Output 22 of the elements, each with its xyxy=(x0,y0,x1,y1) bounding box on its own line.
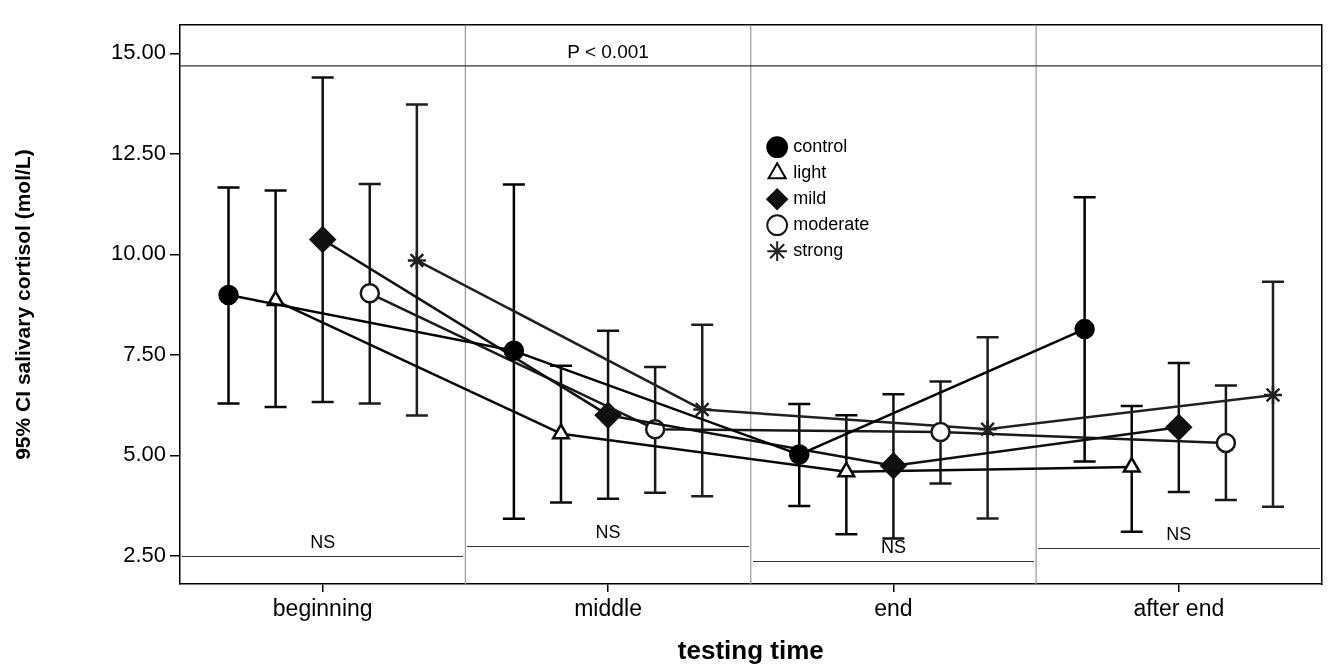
x-tick-label: beginning xyxy=(272,595,373,622)
y-tick-label: 7.50 xyxy=(123,340,166,366)
legend-label: strong xyxy=(793,240,844,261)
y-tick-label: 5.00 xyxy=(123,441,166,467)
significance-bracket: NS xyxy=(752,536,1035,562)
legend-label: control xyxy=(793,136,848,157)
x-tick-label: after end xyxy=(1133,595,1225,622)
ref-line-label: P < 0.001 xyxy=(567,40,649,62)
y-tick-label: 12.50 xyxy=(110,139,166,165)
significance-bracket: NS xyxy=(467,521,749,547)
significance-bracket: NS xyxy=(182,531,464,557)
significance-bracket: NS xyxy=(1038,523,1320,549)
x-tick-label: end xyxy=(874,595,913,622)
legend-label: light xyxy=(793,162,827,183)
y-tick-label: 2.50 xyxy=(123,541,166,567)
y-tick-label: 15.00 xyxy=(110,39,166,65)
y-tick-label: 10.00 xyxy=(110,240,166,266)
x-axis-title: testing time xyxy=(677,634,824,665)
x-tick-label: middle xyxy=(574,595,642,622)
y-axis-title: 95% CI salivary cortisol (mol/L) xyxy=(11,149,35,460)
legend-label: moderate xyxy=(793,214,870,235)
legend-label: mild xyxy=(793,188,827,209)
